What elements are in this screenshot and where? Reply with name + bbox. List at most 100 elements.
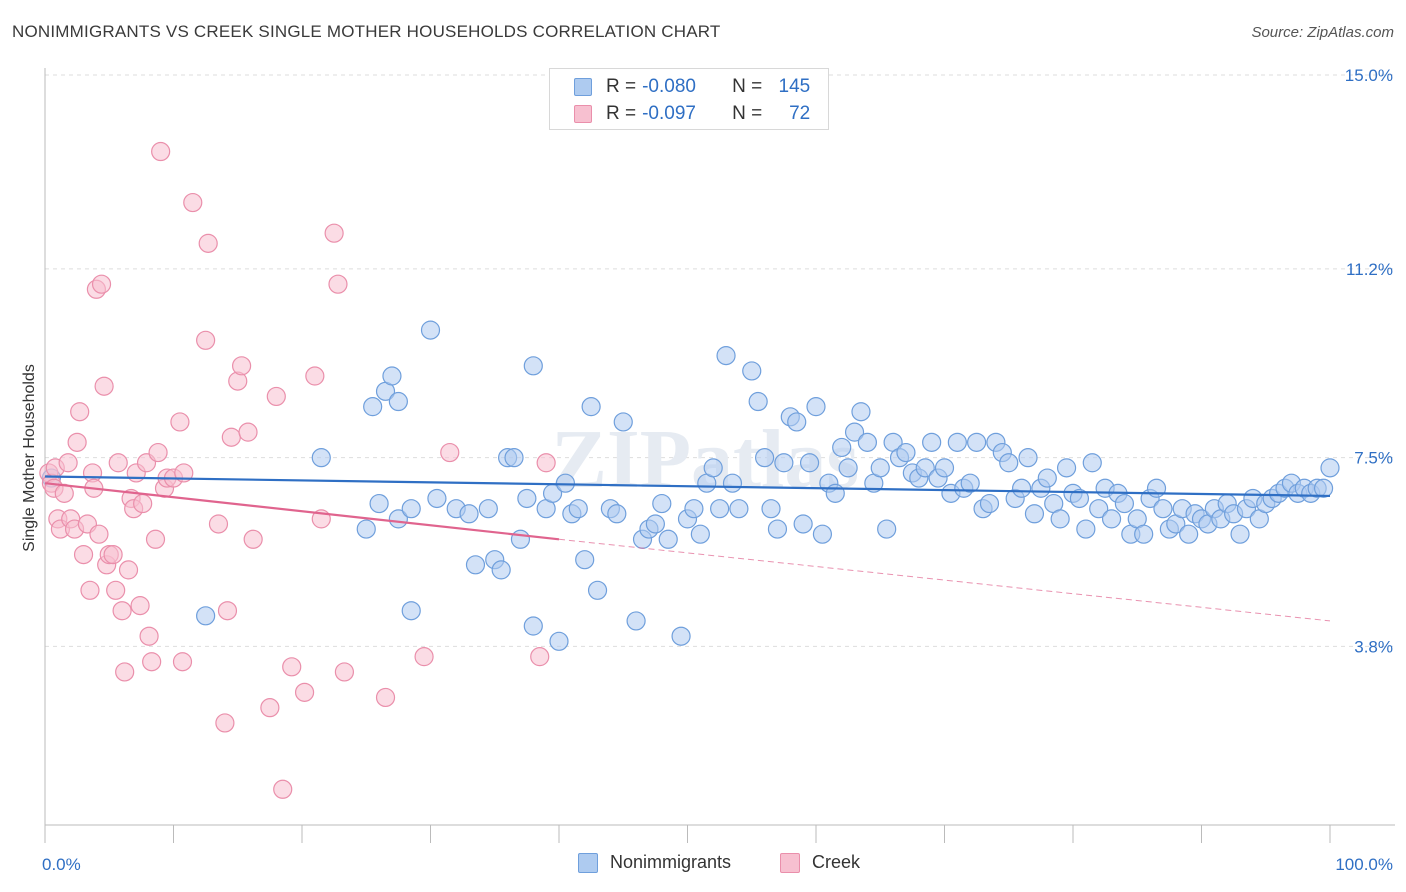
legend-r-label: R = <box>606 103 637 124</box>
nonimmigrants-point <box>754 448 775 468</box>
legend-row-creek: R = -0.097 N = 72 <box>574 101 810 127</box>
nonimmigrants-point <box>478 499 498 519</box>
nonimmigrants-point <box>652 493 672 514</box>
creek-trend-extension <box>558 538 1331 622</box>
creek-point <box>232 356 252 376</box>
nonimmigrants-point <box>575 550 595 570</box>
creek-point <box>221 427 241 447</box>
nonimmigrants-point <box>742 361 762 381</box>
nonimmigrants-point <box>960 473 980 493</box>
creek-point <box>266 386 286 407</box>
creek-point <box>536 453 556 473</box>
nonimmigrants-point <box>1082 453 1102 473</box>
nonimmigrants-point <box>1179 524 1199 544</box>
nonimmigrants-point <box>658 529 678 549</box>
nonimmigrants-point <box>915 458 935 478</box>
nonimmigrants-point <box>1018 448 1038 468</box>
creek-point <box>208 514 229 534</box>
nonimmigrants-point <box>1056 458 1077 478</box>
nonimmigrants-point <box>363 397 383 417</box>
legend-n-value: 72 <box>789 103 811 124</box>
legend-n-label: N = <box>732 76 763 97</box>
nonimmigrants-point <box>1050 509 1070 529</box>
nonimmigrants-point <box>613 412 633 432</box>
nonimmigrants-point <box>825 483 845 503</box>
creek-point <box>142 652 162 672</box>
legend-n-label: N = <box>732 103 763 124</box>
nonimmigrants-point <box>774 453 794 473</box>
nonimmigrants-point <box>1114 493 1135 514</box>
nonimmigrants-point <box>844 422 865 442</box>
points-layer <box>39 141 1340 799</box>
nonimmigrants-point <box>491 560 511 580</box>
nonimmigrants-point <box>517 488 537 509</box>
creek-point <box>183 192 203 213</box>
nonimmigrants-point <box>523 356 543 376</box>
nonimmigrants-point <box>626 611 646 631</box>
nonimmigrants-point <box>967 432 987 452</box>
nonimmigrants-point <box>922 432 942 452</box>
creek-point <box>106 580 126 600</box>
nonimmigrants-point <box>716 346 736 366</box>
creek-point <box>243 529 263 549</box>
nonimmigrants-point <box>523 616 543 636</box>
nonimmigrants-point <box>748 391 768 412</box>
creek-point <box>328 274 348 294</box>
nonimmigrants-point <box>607 504 627 524</box>
creek-point <box>260 698 280 718</box>
creek-point <box>215 713 235 733</box>
x-tick-label: 100.0% <box>1335 855 1393 874</box>
nonimmigrants-point <box>793 514 813 534</box>
nonimmigrants-point <box>684 499 704 519</box>
bottom-legend-label: Creek <box>812 852 861 872</box>
nonimmigrants-trend-line <box>44 475 1331 498</box>
legend-row-nonimmigrants: R = -0.080 N = 145 <box>574 74 810 100</box>
nonimmigrants-point <box>587 580 608 600</box>
nonimmigrants-point <box>671 626 691 646</box>
nonimmigrants-point <box>1320 458 1340 478</box>
creek-point <box>70 402 90 422</box>
source-label: Source: ZipAtlas.com <box>1251 24 1394 41</box>
nonimmigrants-point <box>581 397 601 417</box>
creek-point <box>170 412 190 432</box>
creek-point <box>196 330 216 350</box>
creek-point <box>89 524 109 544</box>
creek-point <box>334 662 355 682</box>
nonimmigrants-point <box>311 448 331 468</box>
nonimmigrants-point <box>787 412 807 432</box>
nonimmigrants-point <box>382 366 402 386</box>
nonimmigrants-point <box>388 509 408 529</box>
creek-point <box>54 483 74 503</box>
creek-point <box>115 662 135 682</box>
nonimmigrants-point <box>857 432 878 452</box>
creek-point <box>103 544 123 565</box>
bottom-legend-swatch-pink <box>780 852 800 873</box>
tick-label-layer: 3.8% 7.5% 11.2% 15.0% 0.0% 100.0% <box>42 66 1393 874</box>
nonimmigrants-point <box>427 488 447 509</box>
nonimmigrants-point <box>812 524 833 544</box>
nonimmigrants-point <box>851 402 871 422</box>
legend-r-value: -0.097 <box>642 103 696 124</box>
nonimmigrants-point <box>877 519 897 539</box>
nonimmigrants-point <box>761 499 781 519</box>
nonimmigrants-point <box>947 432 967 452</box>
legend: R = -0.080 N = 145 R = -0.097 N = 72 <box>549 68 829 130</box>
nonimmigrants-point <box>510 529 531 549</box>
bottom-legend-nonimmigrants: Nonimmigrants <box>578 852 731 873</box>
creek-point <box>305 366 325 386</box>
nonimmigrants-point <box>1076 519 1096 539</box>
creek-point <box>172 652 193 672</box>
creek-point <box>80 580 100 600</box>
x-tick-label: 0.0% <box>42 855 81 874</box>
nonimmigrants-point <box>1037 468 1057 488</box>
creek-point <box>375 687 396 708</box>
nonimmigrants-point <box>401 601 421 621</box>
nonimmigrants-point <box>690 524 710 544</box>
creek-point <box>145 529 166 549</box>
nonimmigrants-point <box>1146 478 1167 498</box>
nonimmigrants-point <box>838 458 858 478</box>
nonimmigrants-point <box>710 499 730 519</box>
creek-point <box>58 453 78 473</box>
creek-point <box>118 560 139 580</box>
nonimmigrants-point <box>504 448 524 468</box>
